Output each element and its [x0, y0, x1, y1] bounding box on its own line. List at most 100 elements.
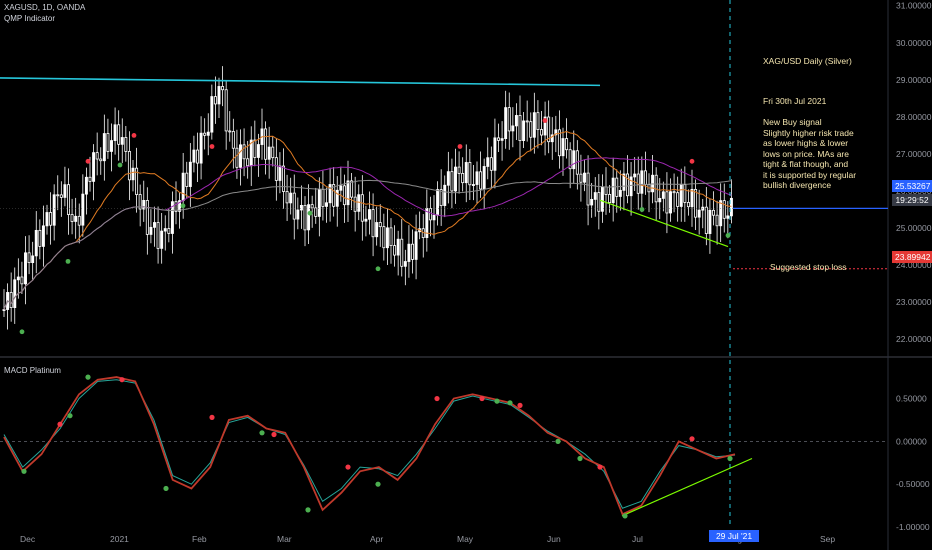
candle-body	[84, 176, 88, 195]
candle-body	[235, 147, 239, 168]
symbol-title: XAGUSD, 1D, OANDA	[4, 3, 86, 12]
candle-body	[49, 212, 53, 226]
candle-body	[712, 209, 715, 216]
macd-signal-dot	[622, 513, 628, 519]
candle-body	[529, 121, 533, 138]
candle-body	[389, 227, 393, 246]
macd-tick-label: -1.00000	[896, 522, 930, 532]
candle-body	[41, 225, 45, 247]
signal-dot	[117, 162, 123, 168]
candle-body	[27, 252, 31, 264]
candle-body	[439, 189, 443, 206]
candle-body	[547, 116, 551, 143]
candle-body	[704, 206, 708, 234]
candle-body	[715, 214, 719, 227]
macd-signal-dot	[85, 374, 91, 380]
macd-tick-label: -0.50000	[896, 479, 930, 489]
macd-tick-label: 0.00000	[896, 436, 927, 446]
candle-body	[188, 161, 192, 187]
candle-body	[676, 192, 680, 207]
candle-body	[590, 198, 594, 206]
candle-body	[486, 157, 490, 167]
date-tick-label: Jul	[632, 534, 643, 544]
candle-body	[658, 198, 662, 203]
candle-body	[382, 226, 386, 249]
candle-body	[167, 228, 171, 234]
candle-body	[622, 173, 626, 191]
candle-body	[350, 180, 354, 198]
macd-signal-dot	[305, 507, 311, 513]
candle-body	[325, 202, 328, 207]
candle-body	[679, 184, 683, 207]
macd-signal-dot	[517, 402, 523, 408]
candle-body	[131, 167, 135, 181]
candle-body	[633, 173, 637, 178]
candle-body	[124, 137, 128, 152]
macd-signal-dot	[21, 468, 27, 474]
macd-signal-dot	[209, 414, 215, 420]
candle-body	[393, 245, 397, 256]
candle-body	[543, 116, 547, 136]
price-tick-label: 23.00000	[896, 297, 932, 307]
candle-body	[604, 186, 608, 195]
macd-signal-dot	[67, 413, 73, 419]
candle-body	[145, 200, 149, 235]
candle-body	[181, 172, 185, 202]
candle-body	[597, 192, 601, 212]
candle-body	[228, 130, 232, 133]
macd-signal-dot	[57, 421, 63, 427]
candle-body	[102, 133, 106, 162]
candle-body	[493, 137, 497, 171]
date-tick-label: Jun	[547, 534, 561, 544]
candle-body	[378, 222, 382, 228]
candle-body	[45, 212, 49, 227]
indicator-name: QMP Indicator	[4, 14, 55, 23]
signal-dot	[209, 144, 215, 149]
candle-body	[457, 166, 461, 174]
candle-body	[210, 96, 214, 133]
date-tick-label: Mar	[277, 534, 292, 544]
candle-body	[135, 167, 139, 195]
price-tick-label: 28.00000	[896, 112, 932, 122]
candle-body	[142, 200, 146, 210]
candle-body	[342, 185, 346, 206]
candle-body	[697, 209, 701, 218]
ma-orange-line	[3, 130, 732, 310]
signal-dot	[180, 203, 186, 209]
signal-dot	[65, 258, 71, 264]
candle-body	[375, 222, 379, 238]
candle-body	[253, 139, 257, 158]
macd-signal-dot	[555, 438, 561, 444]
candle-body	[314, 207, 318, 217]
candle-body	[81, 193, 85, 226]
candle-body	[428, 208, 432, 221]
candle-body	[88, 176, 92, 182]
candle-body	[285, 191, 289, 204]
macd-pane-title: MACD Platinum	[4, 366, 61, 375]
candle-body	[106, 133, 110, 152]
candle-body	[640, 170, 644, 194]
candle-body	[686, 202, 690, 208]
stop-loss-label: Suggested stop loss	[770, 262, 847, 272]
macd-signal-line	[3, 379, 736, 509]
price-tick-label: 24.00000	[896, 260, 932, 270]
candle-body	[446, 171, 450, 186]
candle-body	[443, 184, 447, 206]
candle-body	[729, 197, 733, 217]
candle-body	[371, 209, 375, 238]
candle-body	[299, 205, 303, 211]
candle-body	[310, 204, 314, 209]
candle-body	[661, 191, 665, 199]
candle-body	[31, 255, 35, 264]
annotation-body: New Buy signal Slightly higher risk trad…	[763, 117, 857, 190]
candle-body	[708, 209, 712, 234]
candle-body	[213, 96, 217, 105]
candle-body	[550, 134, 554, 143]
candle-body	[174, 201, 178, 212]
candle-body	[224, 89, 228, 132]
date-tick-label: May	[457, 534, 474, 544]
candle-body	[683, 184, 687, 203]
candle-body	[643, 170, 647, 185]
candle-body	[565, 138, 569, 151]
